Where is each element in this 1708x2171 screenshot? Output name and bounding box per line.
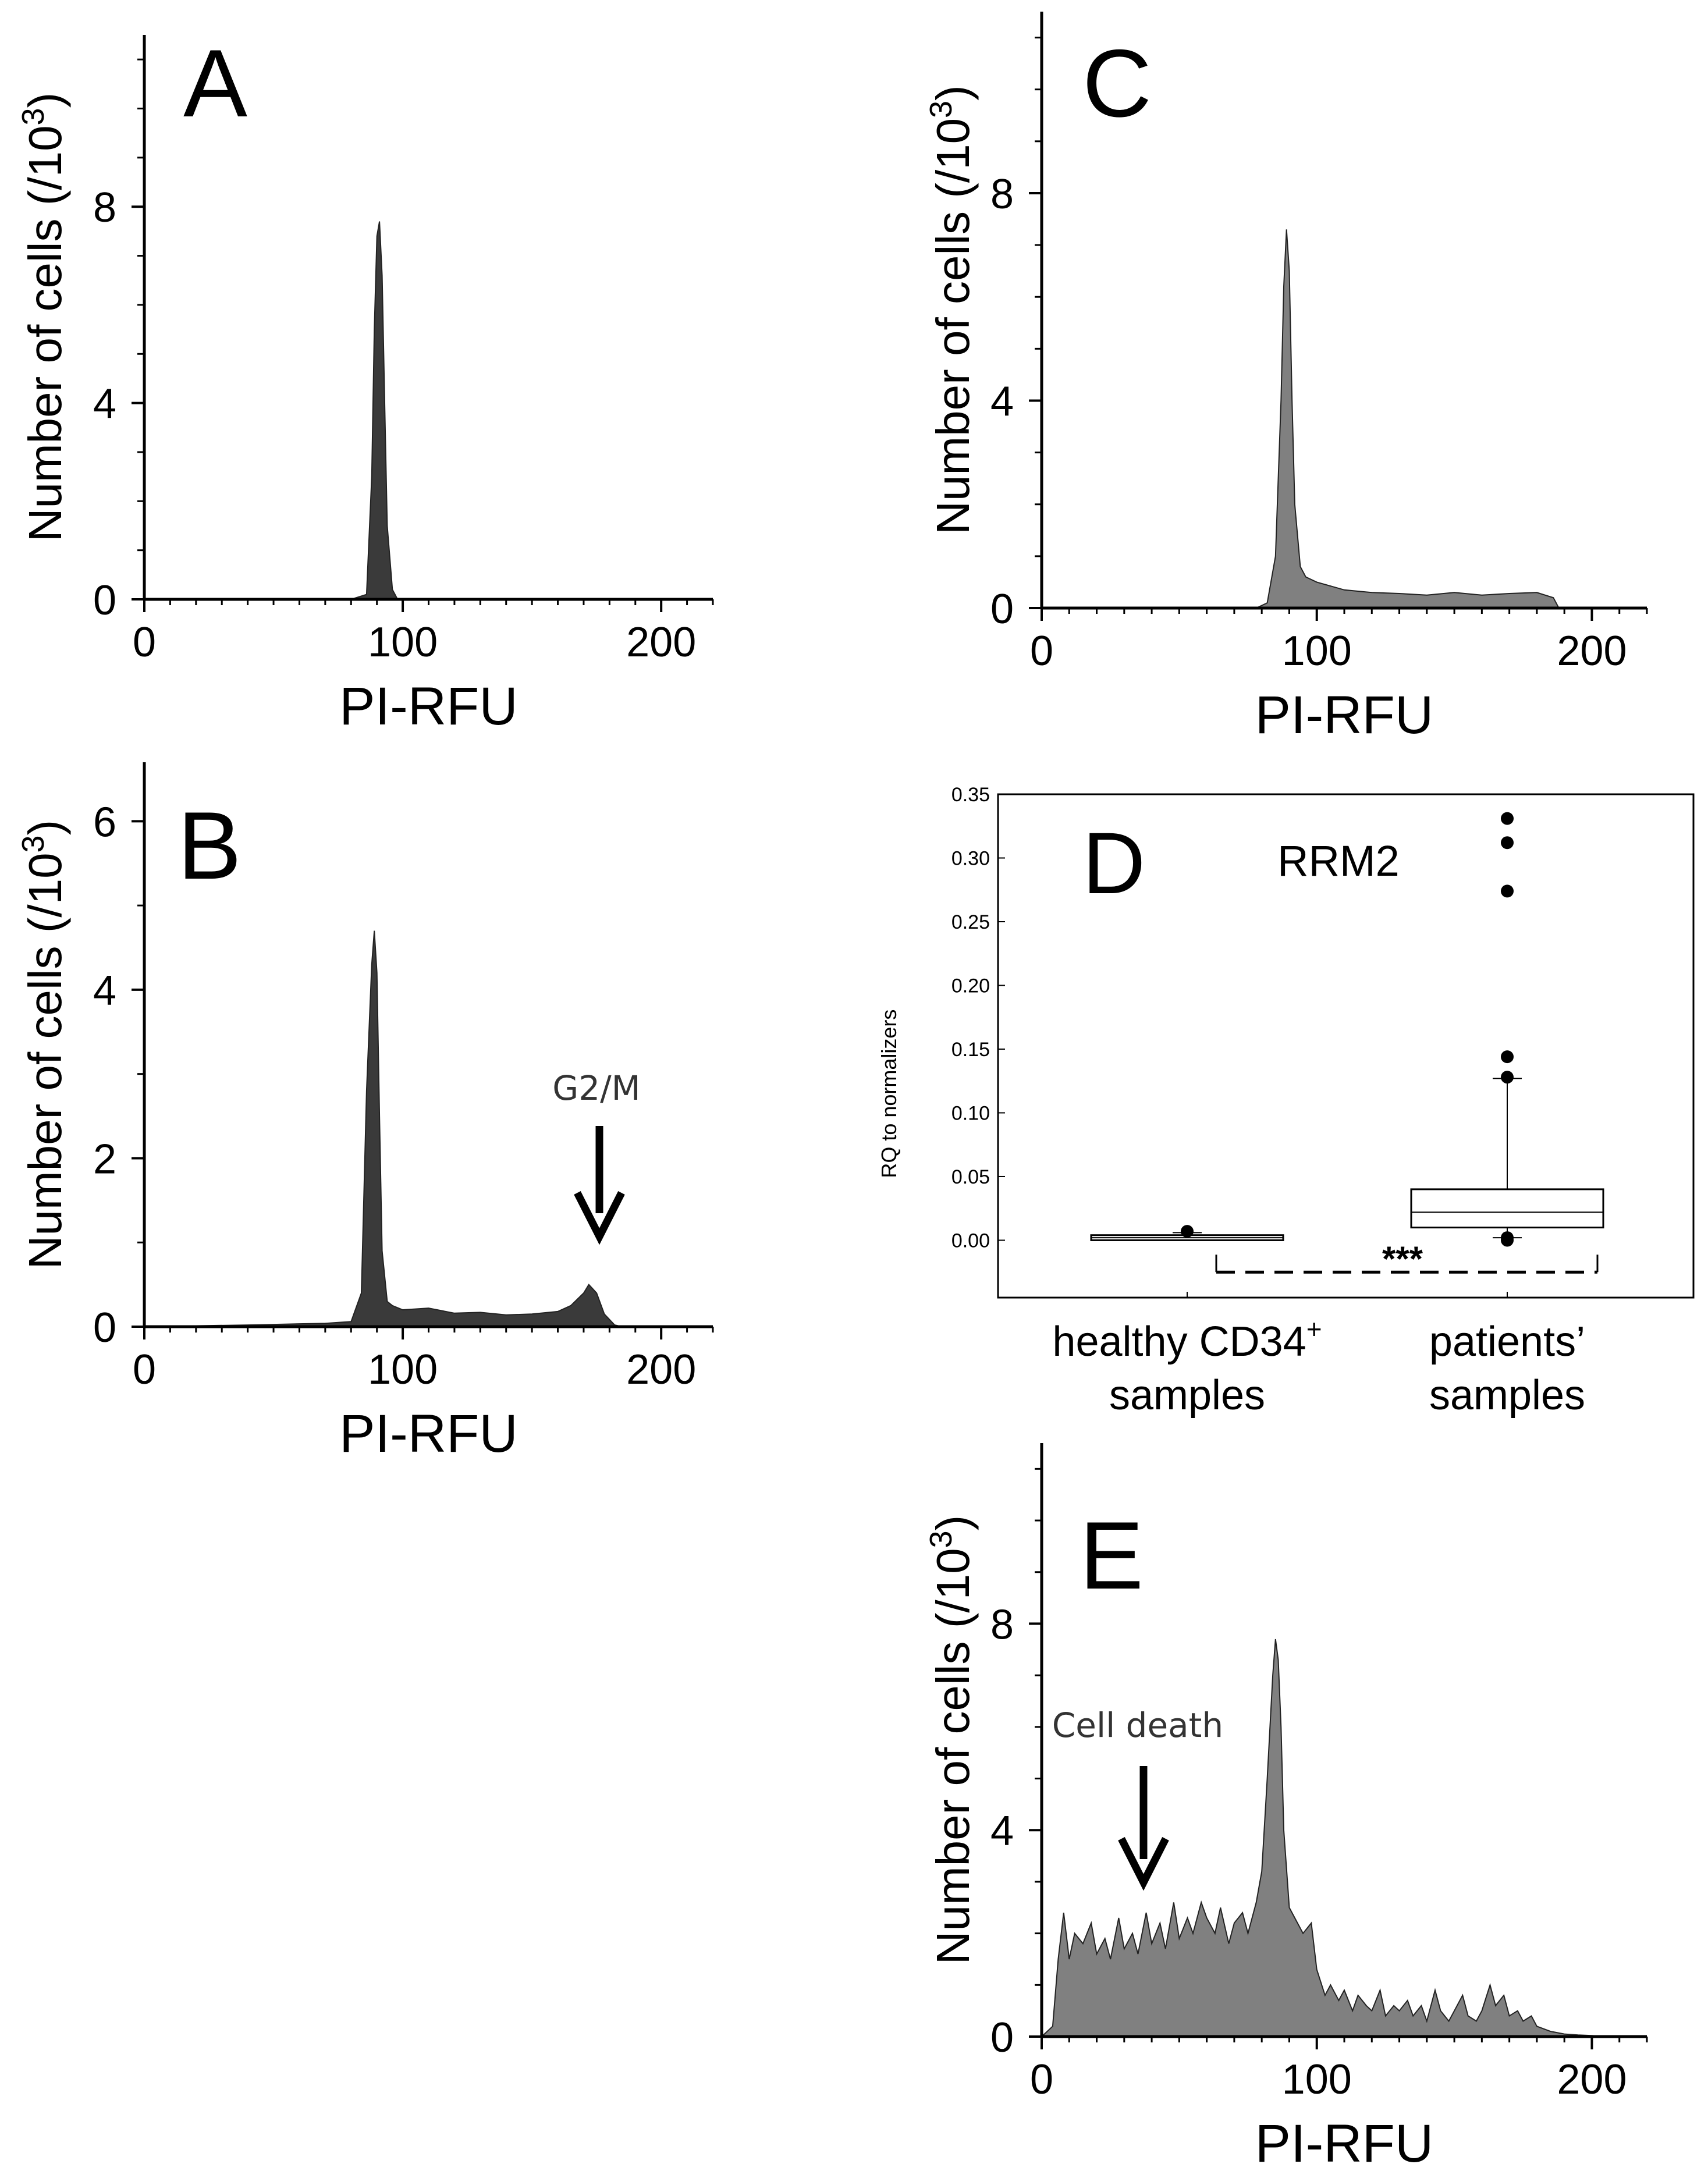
panel-a-histogram: 0 100 200 0 4 8 PI-RFU Number of cells (/103) A [16, 30, 714, 736]
x-tick-label: 100 [1282, 2056, 1352, 2103]
y-tick-label: 4 [93, 968, 116, 1014]
panel-letter: C [1082, 30, 1152, 137]
y-axis-title: Number of cells (/103) [16, 93, 71, 542]
y-tick-label: 4 [990, 378, 1014, 425]
x-tick-label: 200 [626, 619, 696, 666]
x-tick-label: 0 [1030, 628, 1053, 674]
chart-title: RRM2 [1277, 837, 1400, 885]
outlier-point [1181, 1225, 1194, 1238]
panel-letter: A [183, 30, 247, 137]
y-tick-label: 0.35 [951, 784, 990, 806]
box [1410, 1188, 1604, 1229]
y-tick-label: 8 [990, 171, 1014, 218]
x-tick-label: 0 [133, 1346, 156, 1393]
x-axis-title: PI-RFU [339, 1404, 518, 1463]
histogram-area [1040, 1639, 1647, 2037]
panel-c-histogram: 0 100 200 0 4 8 PI-RFU Number of cells (/103) C [924, 12, 1648, 745]
x-tick-label: 100 [368, 1346, 438, 1393]
group-label-line2: samples [1429, 1372, 1585, 1419]
annotation-label: G2/M [552, 1068, 640, 1108]
outlier-point [1501, 1231, 1514, 1245]
panel-letter: E [1080, 1502, 1144, 1609]
group-label: patients’ [1429, 1319, 1585, 1365]
y-tick-label: 0 [93, 1305, 116, 1351]
outlier-point [1501, 884, 1514, 898]
annotation-arrow-head [1118, 1837, 1169, 1891]
group-label: healthy CD34+ [1052, 1314, 1322, 1365]
y-axis-title: Number of cells (/103) [16, 820, 71, 1270]
y-tick-label: 0.20 [951, 975, 990, 997]
y-tick-label: 0.25 [951, 911, 990, 933]
y-axis-title: Number of cells (/103) [924, 1515, 979, 1965]
y-tick-label: 0 [93, 577, 116, 624]
y-tick-label: 0 [990, 586, 1014, 633]
x-tick-label: 200 [1557, 628, 1627, 674]
outlier-point [1501, 1050, 1514, 1064]
x-tick-label: 100 [1282, 628, 1352, 674]
y-tick-label: 8 [990, 1601, 1014, 1648]
y-axis-title: RQ to normalizers [877, 1010, 901, 1178]
significance-stars: *** [1382, 1239, 1423, 1278]
y-tick-label: 0.30 [951, 847, 990, 869]
x-axis-title: PI-RFU [339, 677, 518, 736]
group-label-line2: samples [1109, 1372, 1265, 1419]
histogram-area [144, 221, 713, 600]
y-tick-label: 0.05 [951, 1166, 990, 1188]
outlier-point [1501, 1071, 1514, 1084]
y-tick-label: 0.10 [951, 1102, 990, 1124]
y-tick-label: 4 [990, 1808, 1014, 1854]
x-tick-label: 100 [368, 619, 438, 666]
x-tick-label: 200 [1557, 2056, 1627, 2103]
y-axis-title: Number of cells (/103) [924, 85, 979, 535]
panel-e-histogram: 0 100 200 0 4 8 PI-RFU Number of cells (/103) E C… [924, 1443, 1648, 2171]
y-tick-label: 0.00 [951, 1230, 990, 1252]
y-tick-label: 0 [990, 2014, 1014, 2061]
panel-b-histogram: 0 100 200 0 2 4 6 PI-RFU Number of cells (/103) B… [16, 762, 714, 1463]
panel-d-boxplot: 0.00 0.05 0.10 0.15 0.20 0.25 0.30 0.35 RQ to no… [877, 784, 1695, 1419]
panel-letter: B [177, 792, 242, 899]
x-axis-title: PI-RFU [1255, 685, 1434, 745]
panel-letter: D [1082, 814, 1145, 912]
x-axis-title: PI-RFU [1255, 2114, 1434, 2171]
x-tick-label: 0 [1030, 2056, 1053, 2103]
y-tick-label: 2 [93, 1136, 116, 1182]
y-tick-label: 4 [93, 381, 116, 428]
x-tick-label: 0 [133, 619, 156, 666]
y-tick-label: 0.15 [951, 1039, 990, 1061]
plot-frame [997, 793, 1695, 1299]
histogram-area [1042, 229, 1647, 609]
outlier-point [1501, 812, 1514, 825]
annotation-label: Cell death [1052, 1705, 1223, 1745]
y-tick-label: 6 [93, 799, 116, 845]
x-tick-label: 200 [626, 1346, 696, 1393]
annotation-arrow-head [574, 1191, 625, 1245]
y-tick-label: 8 [93, 184, 116, 231]
outlier-point [1501, 836, 1514, 850]
histogram-area [144, 930, 713, 1327]
